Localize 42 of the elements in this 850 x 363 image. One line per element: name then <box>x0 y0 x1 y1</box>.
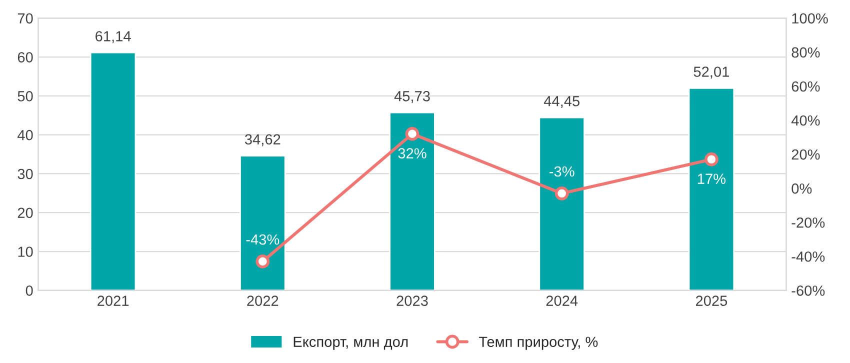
data-label: 17% <box>698 174 726 184</box>
y-tick-label: 30 <box>18 168 33 180</box>
data-label: -3% <box>550 166 574 177</box>
x-tick-label: 2024 <box>546 296 578 306</box>
y2-tick-label: 100% <box>792 13 828 24</box>
data-label: 45,73 <box>394 91 430 104</box>
x-tick-label: 2025 <box>696 296 728 306</box>
bar <box>688 87 735 290</box>
data-label: 61,14 <box>96 31 131 44</box>
point <box>704 152 718 166</box>
y-tick-label: 50 <box>18 91 33 102</box>
data-label: 32% <box>398 148 426 158</box>
bar <box>538 116 585 290</box>
bar <box>389 112 436 290</box>
y-tick-label: 10 <box>18 246 33 257</box>
point <box>554 186 569 200</box>
x-tick-label: 2021 <box>98 296 129 306</box>
x-tick-label: 2022 <box>247 296 278 306</box>
data-label: 34,62 <box>244 134 280 146</box>
y-tick-label: 0 <box>26 286 33 296</box>
y2-tick-label: 60% <box>792 81 820 92</box>
y2-tick-label: -20% <box>792 217 825 228</box>
point <box>256 254 270 268</box>
y2-tick-label: -40% <box>792 251 825 262</box>
data-label: -43% <box>246 234 280 245</box>
bar <box>90 52 136 290</box>
y-tick-label: 20 <box>18 208 33 218</box>
y2-tick-label: 80% <box>792 47 820 58</box>
legend-label: Темп приросту, % <box>478 336 598 350</box>
data-label: 52,01 <box>694 66 729 79</box>
bar <box>240 155 286 290</box>
y2-tick-label: 40% <box>791 115 820 126</box>
y-tick-label: 60 <box>18 52 33 62</box>
y2-tick-label: 20% <box>792 149 820 160</box>
y2-tick-label: -60% <box>792 286 825 296</box>
y-tick-label: 40 <box>18 130 33 140</box>
point <box>405 126 420 141</box>
data-label: 44,45 <box>544 96 580 108</box>
x-tick-label: 2023 <box>396 296 428 306</box>
legend-label: Експорт, млн дол <box>294 336 408 350</box>
y2-tick-label: 0% <box>792 183 812 194</box>
y-tick-label: 70 <box>18 13 33 24</box>
